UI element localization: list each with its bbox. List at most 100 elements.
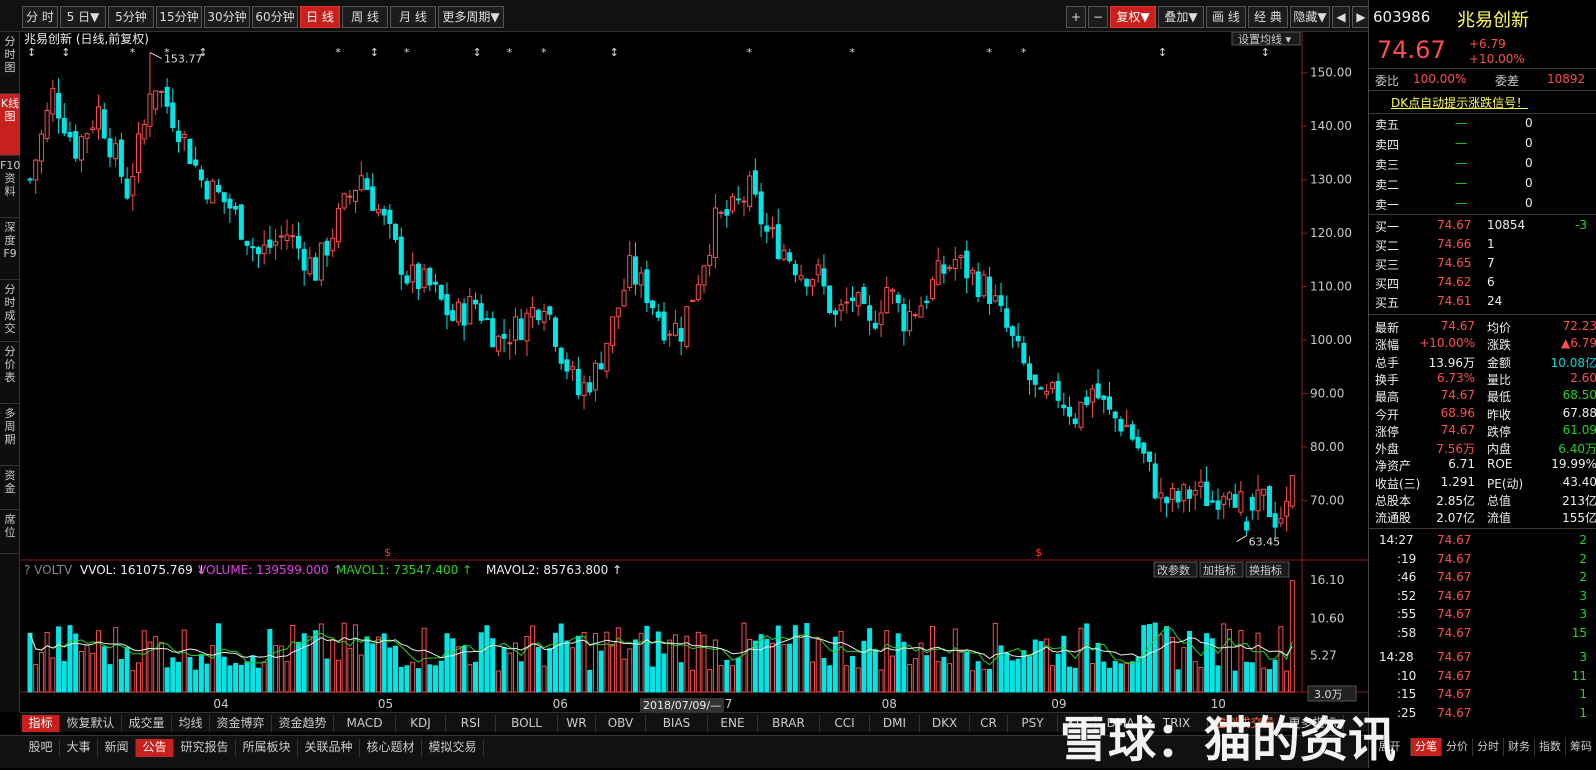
indicator-tab-18[interactable]: CR: [970, 715, 1008, 732]
indicator-tab-24[interactable]: 更多指标: [1282, 715, 1344, 732]
event-marker[interactable]: *: [849, 46, 855, 59]
period-tab-4[interactable]: 30分钟: [204, 6, 250, 28]
left-nav-1[interactable]: K线图: [0, 94, 20, 156]
dk-signal-link[interactable]: DK点自动提示涨跌信号！: [1391, 96, 1529, 110]
left-nav-3[interactable]: 深度F9: [0, 218, 20, 280]
left-nav-7[interactable]: 资金: [0, 466, 20, 510]
toolbar-right-2[interactable]: 复权▼: [1110, 6, 1156, 28]
left-nav-6[interactable]: 多周期: [0, 404, 20, 466]
event-marker[interactable]: ↕: [473, 46, 482, 59]
left-nav-8[interactable]: 席位: [0, 510, 20, 554]
indicator-tab-23[interactable]: 虚拟成交量: [1208, 715, 1282, 732]
quote-tab-4[interactable]: 财务: [1504, 738, 1535, 756]
indicator-tab-15[interactable]: CCI: [820, 715, 870, 732]
set-ma-button[interactable]: [1231, 31, 1301, 46]
event-marker[interactable]: *: [335, 46, 341, 59]
quote-tab-2[interactable]: 分价: [1442, 738, 1473, 756]
indicator-tab-21[interactable]: DMA: [1096, 715, 1146, 732]
quote-tab-1[interactable]: 分笔: [1411, 738, 1442, 756]
left-nav-5[interactable]: 分价表: [0, 342, 20, 404]
toolbar-right-5[interactable]: 经 典: [1248, 6, 1288, 28]
info-tab-8[interactable]: 模拟交易: [422, 739, 484, 757]
period-tab-9[interactable]: 更多周期▼: [438, 6, 504, 28]
event-marker[interactable]: *: [747, 46, 753, 59]
candle: [598, 351, 604, 370]
quote-tab-6[interactable]: 筹码: [1566, 738, 1596, 756]
quote-tab-5[interactable]: 指数: [1535, 738, 1566, 756]
event-marker[interactable]: ↕: [370, 46, 379, 59]
event-marker[interactable]: ↕: [1158, 46, 1167, 59]
month-label: 08: [882, 697, 897, 711]
indicator-tab-7[interactable]: KDJ: [396, 715, 446, 732]
event-marker[interactable]: *: [987, 46, 993, 59]
quote-tab-3[interactable]: 分时: [1473, 738, 1504, 756]
indicator-tab-20[interactable]: KD: [1058, 715, 1096, 732]
indicator-tab-10[interactable]: WR: [558, 715, 596, 732]
info-tab-3[interactable]: 公告: [136, 739, 174, 757]
info-tab-7[interactable]: 核心题材: [360, 739, 422, 757]
toolbar-right-3[interactable]: 叠加▼: [1158, 6, 1204, 28]
indicator-tab-9[interactable]: BOLL: [496, 715, 558, 732]
period-tab-8[interactable]: 月 线: [390, 6, 436, 28]
volume-bar: [1255, 632, 1261, 693]
indicator-tab-4[interactable]: 资金博弈: [210, 715, 272, 732]
indicator-tab-0[interactable]: 指标: [22, 715, 60, 732]
toolbar-right-4[interactable]: 画 线: [1206, 6, 1246, 28]
dollar-marker[interactable]: $: [1035, 546, 1042, 559]
kline-chart-svg[interactable]: 150.00 140.00 130.00 120.00 110.00 100.00 90.0…: [20, 31, 1368, 712]
left-nav-0[interactable]: 分时图: [0, 32, 20, 94]
indicator-tab-8[interactable]: RSI: [446, 715, 496, 732]
info-tab-2[interactable]: 新闻: [98, 739, 136, 757]
indicator-tab-1[interactable]: 恢复默认: [60, 715, 122, 732]
indicator-tab-13[interactable]: ENE: [708, 715, 758, 732]
toolbar-right-6[interactable]: 隐藏▼: [1290, 6, 1330, 28]
indicator-tab-11[interactable]: OBV: [596, 715, 646, 732]
info-tab-1[interactable]: 大事: [60, 739, 98, 757]
period-tab-1[interactable]: 5 日▼: [60, 6, 106, 28]
indicator-tab-2[interactable]: 成交量: [122, 715, 172, 732]
indicator-tab-22[interactable]: TRIX: [1146, 715, 1208, 732]
indicator-tab-5[interactable]: 资金趋势: [272, 715, 334, 732]
info-tab-5[interactable]: 所属板块: [236, 739, 298, 757]
toolbar-right-7[interactable]: ◀: [1332, 6, 1350, 28]
quote-tab-0[interactable]: 展开: [1369, 738, 1411, 756]
info-tab-0[interactable]: 股吧: [22, 739, 60, 757]
event-marker[interactable]: *: [507, 46, 513, 59]
left-nav-4[interactable]: 分时成交: [0, 280, 20, 342]
vol-button-1[interactable]: [1199, 561, 1244, 578]
event-marker[interactable]: ↕: [61, 46, 70, 59]
event-marker[interactable]: *: [164, 46, 170, 59]
left-nav-2[interactable]: F10资料: [0, 156, 20, 218]
indicator-tab-17[interactable]: DKX: [920, 715, 970, 732]
period-tab-0[interactable]: 分 时: [22, 6, 58, 28]
period-tab-2[interactable]: 5分钟: [108, 6, 154, 28]
event-marker[interactable]: *: [541, 46, 547, 59]
volume-bar: [278, 645, 284, 693]
period-tab-5[interactable]: 60分钟: [252, 6, 298, 28]
vol-button-2[interactable]: [1245, 561, 1290, 578]
volume-bar: [210, 645, 216, 693]
event-marker[interactable]: *: [1021, 46, 1027, 59]
candle: [170, 88, 176, 132]
indicator-tab-3[interactable]: 均线: [172, 715, 210, 732]
indicator-tab-14[interactable]: BRAR: [758, 715, 820, 732]
event-marker[interactable]: ↕: [198, 46, 207, 59]
indicator-tab-16[interactable]: DMI: [870, 715, 920, 732]
period-tab-7[interactable]: 周 线: [342, 6, 388, 28]
event-marker[interactable]: *: [130, 46, 136, 59]
event-marker[interactable]: ↕: [1261, 46, 1270, 59]
indicator-tab-12[interactable]: BIAS: [646, 715, 708, 732]
toolbar-right-0[interactable]: +: [1066, 6, 1086, 28]
vol-button-0[interactable]: [1153, 561, 1198, 578]
indicator-tab-6[interactable]: MACD: [334, 715, 396, 732]
period-tab-3[interactable]: 15分钟: [156, 6, 202, 28]
period-tab-6[interactable]: 日 线: [300, 6, 340, 28]
info-tab-4[interactable]: 研究报告: [174, 739, 236, 757]
event-marker[interactable]: ↕: [27, 46, 36, 59]
toolbar-right-1[interactable]: −: [1088, 6, 1108, 28]
info-tab-6[interactable]: 关联品种: [298, 739, 360, 757]
event-marker[interactable]: ↕: [610, 46, 619, 59]
event-marker[interactable]: *: [404, 46, 410, 59]
indicator-tab-19[interactable]: PSY: [1008, 715, 1058, 732]
dollar-marker[interactable]: $: [384, 546, 391, 559]
